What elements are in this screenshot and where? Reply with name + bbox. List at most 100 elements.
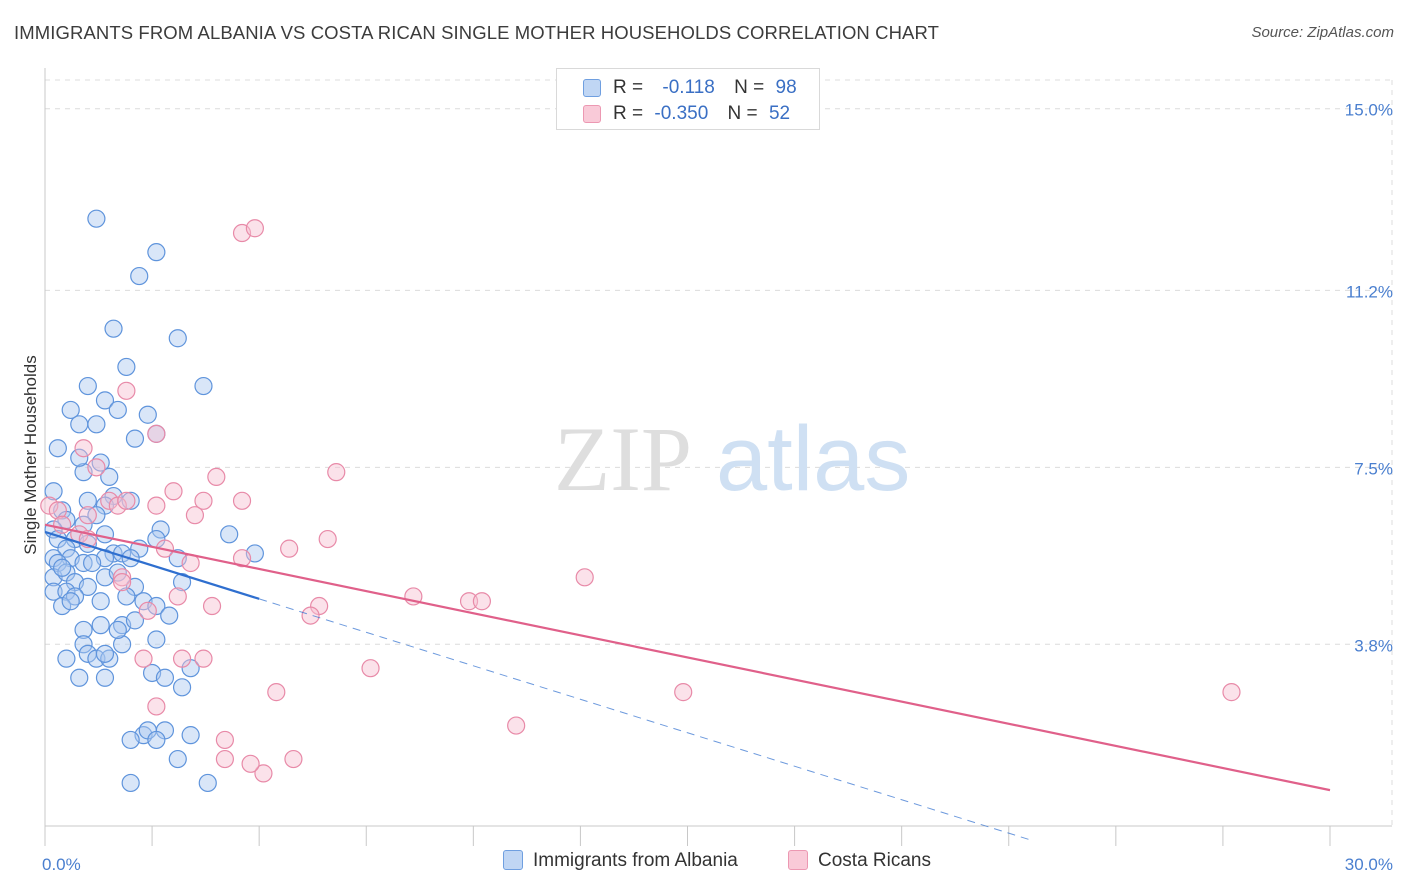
costa-point-8 (164, 482, 183, 501)
costa-point-19 (53, 515, 72, 534)
albania-point-63 (160, 606, 179, 625)
costa-point-16 (147, 496, 166, 515)
legend-albania-swatch (503, 850, 523, 870)
costa-point-3 (147, 424, 166, 443)
albania-point-72 (87, 649, 106, 668)
costa-point-49 (284, 749, 303, 769)
legend-costa-label: Costa Ricans (818, 850, 931, 871)
costa-point-36 (301, 606, 320, 625)
costa-point-38 (134, 649, 153, 668)
costa-point-41 (361, 659, 380, 678)
albania-point-54 (44, 582, 63, 601)
costa-point-4 (74, 439, 93, 458)
series-albania-points (44, 209, 264, 793)
costa-point-46 (507, 716, 526, 735)
costa-point-40 (194, 649, 213, 668)
albania-point-80 (155, 668, 175, 687)
costa-point-14 (48, 501, 67, 520)
y-axis-label: Single Mother Households (21, 355, 40, 554)
albania-point-67 (125, 611, 145, 630)
costa-point-12 (232, 491, 252, 510)
costa-point-18 (117, 491, 136, 510)
axes (44, 68, 1392, 846)
y-tick-label-0: 3.8% (1354, 636, 1393, 655)
albania-point-66 (91, 616, 110, 635)
albania-point-21 (78, 491, 97, 510)
albania-point-79 (95, 668, 115, 687)
costa-point-37 (168, 587, 187, 606)
costa-point-45 (147, 697, 166, 716)
costa-point-13 (40, 496, 59, 515)
trend-lines (44, 523, 1331, 841)
albania-point-34 (57, 539, 76, 558)
costa-n-value: 52 (768, 103, 791, 124)
albania-point-69 (74, 635, 93, 654)
albania-point-8 (95, 391, 115, 410)
y-tick-label-3: 15.0% (1345, 101, 1393, 120)
x-tick-label-0: 0.0% (42, 855, 81, 874)
albania-point-91 (95, 525, 115, 544)
albania-point-2 (130, 266, 149, 286)
costa-point-25 (232, 549, 252, 568)
albania-point-94 (70, 448, 89, 467)
costa-point-6 (327, 463, 346, 482)
costa-point-44 (1222, 683, 1241, 702)
costa-r-value: -0.350 (654, 103, 709, 124)
albania-point-62 (147, 596, 166, 616)
stats-legend: R = -0.118 N = 98 R = -0.350 N = 52 (556, 68, 820, 130)
costa-point-28 (575, 568, 594, 587)
grid-lines (45, 79, 1393, 826)
legend-item-costa: Costa Ricans (788, 850, 931, 872)
albania-point-87 (181, 726, 200, 745)
albania-point-89 (121, 773, 140, 793)
costa-point-15 (78, 506, 97, 525)
albania-point-30 (220, 525, 239, 544)
y-tick-label-1: 7.5% (1354, 459, 1393, 478)
albania-point-96 (53, 558, 72, 577)
albania-point-18 (100, 467, 119, 487)
costa-point-10 (108, 496, 127, 515)
albania-point-65 (74, 620, 93, 640)
albania-point-60 (117, 587, 136, 606)
albania-point-58 (53, 596, 72, 616)
series-costa-points (40, 219, 1241, 783)
costa-point-24 (280, 539, 299, 558)
albania-point-6 (78, 376, 97, 396)
albania-n-label: N = (734, 77, 765, 98)
costa-point-31 (459, 592, 479, 611)
albania-point-75 (95, 644, 115, 663)
costa-point-42 (267, 683, 286, 702)
albania-point-85 (121, 730, 140, 750)
albania-point-15 (48, 439, 67, 458)
costa-swatch (583, 105, 601, 123)
albania-swatch (583, 79, 601, 97)
albania-point-70 (112, 635, 132, 654)
albania-point-95 (125, 429, 145, 448)
albania-point-86 (147, 730, 166, 750)
chart-title: IMMIGRANTS FROM ALBANIA VS COSTA RICAN S… (14, 22, 940, 43)
costa-point-22 (318, 529, 337, 549)
albania-point-57 (91, 592, 110, 611)
costa-point-7 (207, 467, 226, 487)
albania-point-4 (168, 329, 187, 348)
albania-point-78 (70, 668, 89, 687)
x-tick-labels: 0.0% 30.0% (42, 855, 1393, 874)
albania-point-74 (57, 649, 76, 668)
costa-n-label: N = (727, 103, 758, 124)
albania-point-10 (61, 400, 80, 420)
y-tick-labels: 3.8% 7.5% 11.2% 15.0% (1345, 101, 1393, 656)
albania-point-59 (61, 592, 80, 611)
costa-point-35 (138, 601, 157, 620)
albania-point-93 (108, 620, 127, 640)
costa-point-43 (674, 683, 693, 702)
albania-point-1 (147, 243, 166, 262)
albania-point-13 (87, 415, 106, 434)
albania-point-88 (168, 749, 187, 769)
albania-point-3 (104, 319, 123, 338)
albania-point-81 (172, 678, 192, 697)
costa-point-48 (215, 749, 234, 769)
watermark: ZIP atlas (554, 408, 910, 510)
costa-point-32 (472, 592, 491, 611)
costa-point-29 (112, 573, 132, 592)
albania-point-55 (57, 582, 76, 601)
